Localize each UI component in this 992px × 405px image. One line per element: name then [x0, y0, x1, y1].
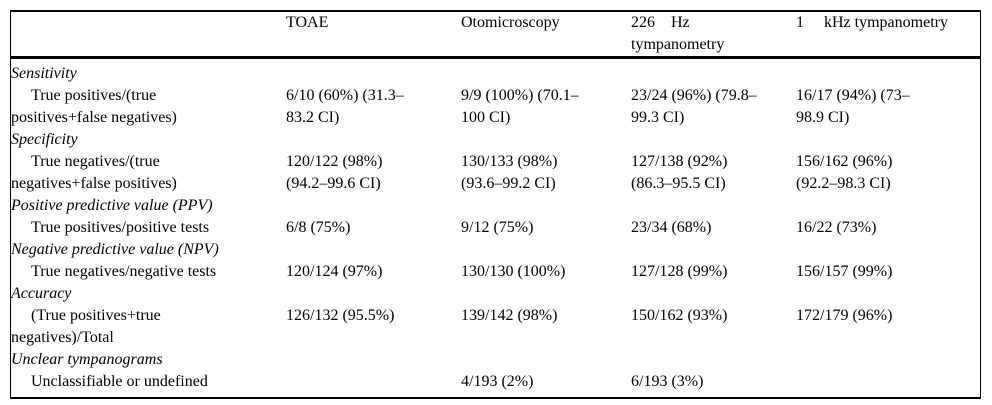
row-label: (True positives+true negatives)/Total: [11, 307, 161, 346]
column-header-empty: [11, 12, 286, 59]
data-row-ppv: True positives/positive tests 6/8 (75%) …: [11, 217, 980, 239]
row-label: True negatives/(true negatives+false pos…: [11, 153, 177, 192]
cell: [631, 283, 796, 305]
data-row-accuracy: (True positives+true negatives)/Total 12…: [11, 305, 980, 349]
cell: 16/17 (94%) (73– 98.9 CI): [796, 87, 910, 126]
cell: [461, 195, 631, 217]
cell: [461, 239, 631, 261]
column-header-otomicroscopy: Otomicroscopy: [461, 12, 631, 59]
cell: 6/8 (75%): [286, 219, 351, 236]
diagnostic-performance-table: TOAE Otomicroscopy 226 Hz tympanometry 1…: [10, 10, 981, 399]
cell: 139/142 (98%): [461, 307, 558, 324]
data-row-npv: True negatives/negative tests 120/124 (9…: [11, 261, 980, 283]
cell: 127/128 (99%): [631, 263, 728, 280]
cell: [461, 58, 631, 86]
data-row-sensitivity: True positives/(true positives+false neg…: [11, 85, 980, 129]
cell: [796, 371, 980, 397]
column-header-toae: TOAE: [286, 12, 461, 59]
row-label: True positives/positive tests: [31, 219, 210, 236]
section-row-sensitivity: Sensitivity: [11, 58, 980, 86]
row-label: True negatives/negative tests: [31, 263, 217, 280]
cell: [286, 239, 461, 261]
cell: 156/157 (99%): [796, 263, 893, 280]
cell: [796, 283, 980, 305]
cell: 6/10 (60%) (31.3– 83.2 CI): [286, 87, 404, 126]
header-row: TOAE Otomicroscopy 226 Hz tympanometry 1…: [11, 12, 980, 59]
cell: 126/132 (95.5%): [286, 307, 395, 324]
cell: [286, 58, 461, 86]
cell: [461, 129, 631, 151]
cell: [631, 129, 796, 151]
cell: [286, 349, 461, 371]
data-row-unclear-tympanograms: Unclassifiable or undefined 4/193 (2%) 6…: [11, 371, 980, 397]
section-row-npv: Negative predictive value (NPV): [11, 239, 980, 261]
section-row-ppv: Positive predictive value (PPV): [11, 195, 980, 217]
cell: [796, 129, 980, 151]
cell: 150/162 (93%): [631, 307, 728, 324]
cell: 23/34 (68%): [631, 219, 712, 236]
row-label: Specificity: [11, 131, 78, 148]
cell: 130/130 (100%): [461, 263, 566, 280]
data-row-specificity: True negatives/(true negatives+false pos…: [11, 151, 980, 195]
cell: [631, 58, 796, 86]
cell: 9/12 (75%): [461, 219, 534, 236]
cell: [631, 239, 796, 261]
cell: [286, 129, 461, 151]
cell: [796, 349, 980, 371]
cell: 4/193 (2%): [461, 373, 534, 390]
cell: 120/124 (97%): [286, 263, 383, 280]
section-row-specificity: Specificity: [11, 129, 980, 151]
stats-table: TOAE Otomicroscopy 226 Hz tympanometry 1…: [11, 12, 980, 397]
row-label: True positives/(true positives+false neg…: [11, 87, 177, 126]
cell: 127/138 (92%) (86.3–95.5 CI): [631, 153, 728, 192]
cell: [796, 239, 980, 261]
cell: 156/162 (96%) (92.2–98.3 CI): [796, 153, 893, 192]
cell: 16/22 (73%): [796, 219, 877, 236]
row-label: Sensitivity: [11, 65, 77, 82]
cell: [286, 283, 461, 305]
cell: [796, 195, 980, 217]
row-label: Negative predictive value (NPV): [11, 241, 219, 258]
cell: 172/179 (96%): [796, 307, 893, 324]
cell: [286, 195, 461, 217]
cell: 120/122 (98%) (94.2–99.6 CI): [286, 153, 383, 192]
row-label: Unclear tympanograms: [11, 351, 163, 368]
table-body: Sensitivity True positives/(true positiv…: [11, 58, 980, 398]
column-header-1khz-tympanometry: 1 kHz tympanometry: [796, 12, 980, 59]
cell: 130/133 (98%) (93.6–99.2 CI): [461, 153, 558, 192]
section-row-unclear-tympanograms: Unclear tympanograms: [11, 349, 980, 371]
cell: [631, 349, 796, 371]
cell: [796, 58, 980, 86]
row-label: Accuracy: [11, 285, 72, 302]
row-label: Unclassifiable or undefined: [31, 373, 208, 390]
cell: 23/24 (96%) (79.8– 99.3 CI): [631, 87, 757, 126]
table-header: TOAE Otomicroscopy 226 Hz tympanometry 1…: [11, 12, 980, 59]
row-label: Positive predictive value (PPV): [11, 197, 213, 214]
section-row-accuracy: Accuracy: [11, 283, 980, 305]
cell: [461, 283, 631, 305]
cell: 6/193 (3%): [631, 373, 704, 390]
cell: [461, 349, 631, 371]
column-header-226hz-tympanometry: 226 Hz tympanometry: [631, 12, 796, 59]
cell: [631, 195, 796, 217]
cell: [286, 371, 461, 397]
cell: 9/9 (100%) (70.1– 100 CI): [461, 87, 579, 126]
